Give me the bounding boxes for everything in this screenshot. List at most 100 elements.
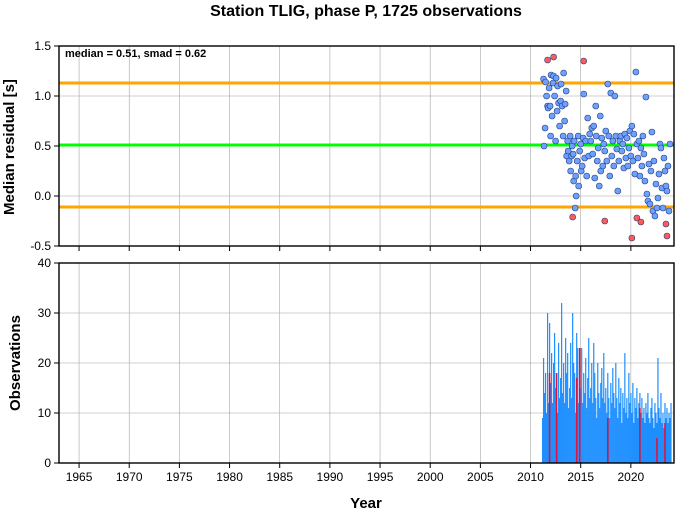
data-point [659,204,667,212]
data-point [637,218,645,226]
observation-bar [558,343,560,463]
data-point [643,190,651,198]
observation-bar [647,393,649,463]
data-point [569,150,577,158]
data-point [552,137,559,145]
observation-bar [600,383,602,463]
observation-bar [583,373,585,463]
y-tick-label: 0.5 [34,139,51,153]
data-point [603,157,611,165]
data-point [608,152,616,160]
observation-bar [636,388,638,463]
observation-bar [622,393,624,463]
data-point [543,92,550,100]
observation-bar [643,408,645,463]
observation-bar [630,393,632,463]
data-point [657,144,665,152]
data-point [576,147,583,155]
data-point [595,182,603,190]
observation-bar [619,403,621,463]
data-point [628,122,636,130]
observation-bar [635,408,637,463]
data-point [665,207,673,215]
observation-bar [670,403,672,463]
observation-bar [644,423,646,463]
observation-bar [663,428,665,463]
observation-bar [603,353,605,463]
data-point [569,213,576,221]
observation-bar [612,368,614,463]
observation-bar [551,353,553,463]
observation-bar [568,408,570,463]
highlight-bar [664,423,666,463]
observation-bar [614,408,616,463]
observation-bar [662,413,664,463]
data-point [598,134,606,142]
residual-panel: 1.5 1.0 0.5 0.0 -0.5 [30,39,675,253]
data-point [610,162,618,170]
observation-bar [593,343,595,463]
observation-bar [621,423,623,463]
observation-bar [554,333,556,463]
data-point [600,140,608,148]
data-point [637,144,645,152]
data-point [583,172,591,180]
data-point [664,162,672,170]
data-point [629,157,637,165]
observation-bar [625,413,627,463]
observation-bar [582,403,584,463]
observation-bar [610,383,612,463]
data-point [580,90,588,98]
x-tick-label: 1975 [166,470,193,484]
observation-bar [543,393,546,463]
observation-bar [599,408,601,463]
data-point [544,56,551,64]
highlight-bar [639,408,641,463]
data-point [572,172,579,180]
observation-bar [545,413,548,463]
data-point [564,147,572,155]
data-point [596,112,604,120]
highlight-bar [555,373,558,463]
x-tick-label: 1980 [216,470,243,484]
data-point [546,102,554,110]
data-point [561,117,568,125]
data-point [557,80,565,88]
observation-bar [628,373,630,463]
observation-bar [651,398,653,463]
data-point [615,157,623,165]
observation-bar [669,418,671,463]
observation-bar [560,378,562,463]
data-point [663,232,671,240]
observation-bar [631,413,633,463]
data-point [632,68,640,76]
observation-bar [660,393,662,463]
data-point [661,167,669,175]
observations-frame [58,262,675,464]
data-point [594,144,602,152]
observation-bar [601,368,603,463]
data-point [605,132,613,140]
observation-bar [634,398,636,463]
data-point [660,154,668,162]
data-point [650,157,658,165]
observation-bar [586,408,588,463]
x-tick-label: 2010 [517,470,544,484]
data-point [577,140,584,148]
data-point [609,137,617,145]
observation-bar [665,418,667,463]
data-point [575,182,582,190]
observation-bar [638,403,640,463]
data-point [601,217,609,225]
data-point [639,132,647,140]
highlight-bar [575,378,578,463]
observation-bar [652,418,654,463]
data-point [562,87,570,95]
data-point [636,172,644,180]
x-tick-label: 2000 [417,470,444,484]
observation-bar [546,313,549,463]
data-point [623,134,631,142]
x-tick-label: 2015 [567,470,594,484]
data-point [580,57,588,65]
data-point [559,132,567,140]
